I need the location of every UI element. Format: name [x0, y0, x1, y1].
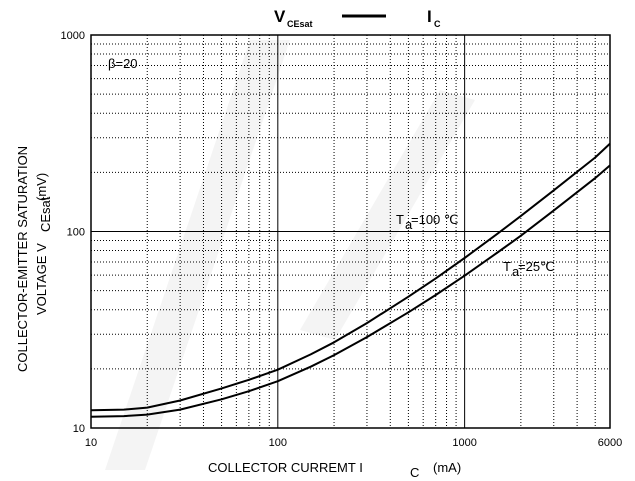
x-tick-label: 1000 — [452, 437, 476, 449]
svg-text:VOLTAGE V: VOLTAGE V — [34, 243, 49, 315]
x-tick-label: 10 — [85, 437, 97, 449]
svg-text:a: a — [512, 264, 520, 279]
tick-labels: 10 100 1000 6000 10 100 1000 — [61, 30, 623, 449]
beta-annotation: β=20 — [108, 56, 138, 71]
svg-text:T: T — [396, 212, 404, 227]
svg-text:=100 ℃: =100 ℃ — [411, 212, 459, 227]
grid — [91, 35, 611, 428]
svg-text:CEsat: CEsat — [38, 196, 53, 232]
series-label-100: T a =100 ℃ — [396, 212, 459, 232]
curves — [90, 142, 611, 418]
title-ic: I — [427, 7, 432, 26]
svg-text:(mA): (mA) — [433, 460, 461, 475]
svg-text:a: a — [405, 217, 413, 232]
x-tick-label: 6000 — [598, 437, 622, 449]
y-axis-label: COLLECTOR-EMITTER SATURATION VOLTAGE V C… — [15, 146, 53, 372]
series-line-1 — [90, 164, 611, 418]
y-tick-label: 1000 — [61, 30, 85, 42]
y-tick-label: 10 — [73, 423, 85, 435]
chart-title: V CEsat I C — [274, 7, 441, 29]
svg-text:T: T — [503, 259, 511, 274]
series-line-0 — [90, 142, 611, 412]
svg-text:=25℃: =25℃ — [518, 259, 555, 274]
svg-text:(mV): (mV) — [34, 173, 49, 201]
plot-border — [90, 34, 611, 429]
y-tick-label: 100 — [67, 227, 85, 239]
svg-text:COLLECTOR CURREMT I: COLLECTOR CURREMT I — [208, 460, 363, 475]
title-vce-sub: CEsat — [287, 19, 313, 29]
plot-frame — [90, 34, 611, 429]
x-tick-label: 100 — [269, 437, 287, 449]
title-vce: V — [274, 7, 286, 26]
svg-text:COLLECTOR-EMITTER SATURATION: COLLECTOR-EMITTER SATURATION — [15, 146, 30, 372]
watermark — [105, 40, 475, 470]
x-axis-label: COLLECTOR CURREMT I C (mA) — [208, 460, 461, 480]
series-label-25: T a =25℃ — [503, 259, 555, 279]
svg-text:C: C — [410, 465, 419, 480]
title-ic-sub: C — [434, 19, 441, 29]
